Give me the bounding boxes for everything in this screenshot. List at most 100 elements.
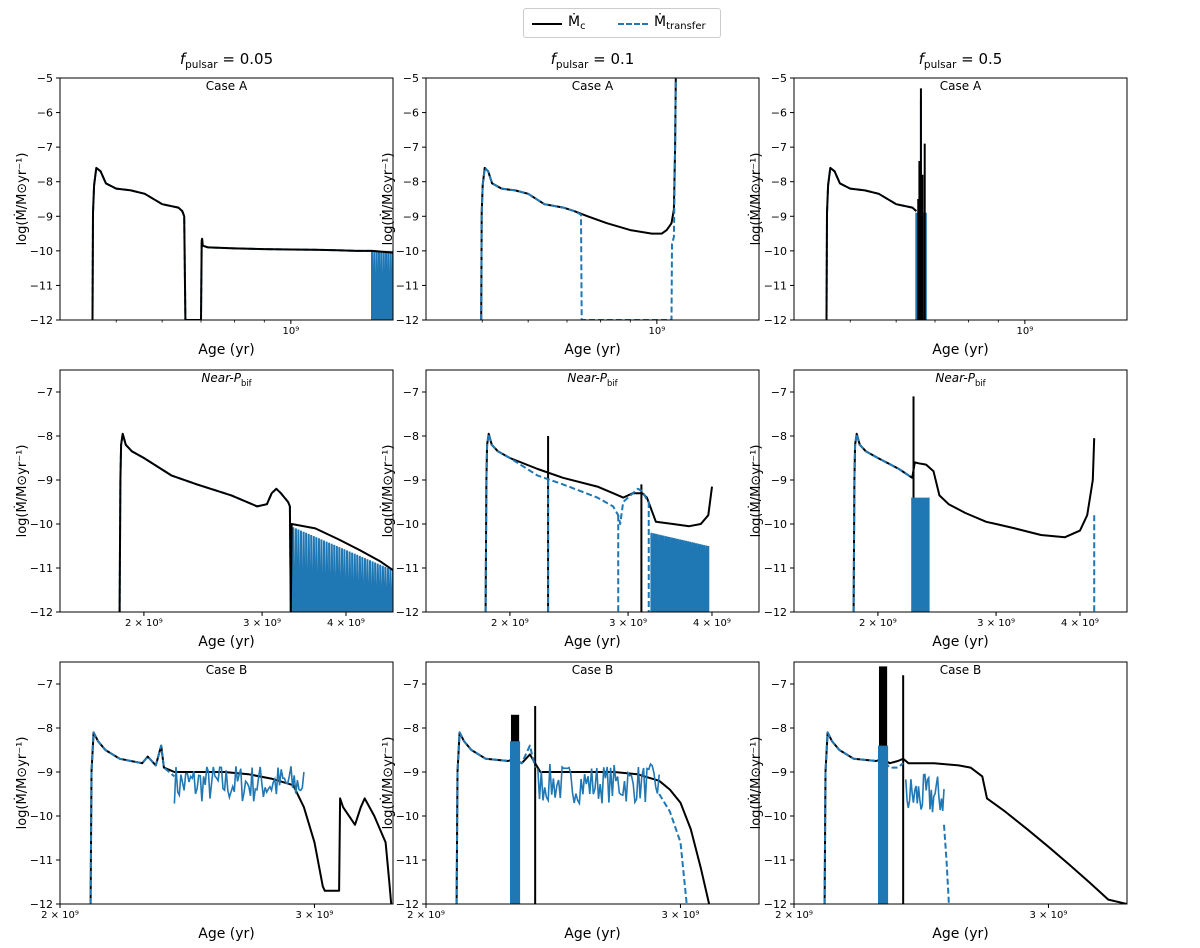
series-mdot-transfer-noise: [905, 773, 945, 813]
series-mdot-c-line: [91, 166, 393, 320]
y-tick-label: −10: [764, 518, 787, 531]
y-axis-label: log(Ṁ/M⊙yr⁻¹): [14, 737, 30, 830]
axes-frame: [793, 77, 1128, 321]
series-mdot-c-line: [825, 166, 917, 320]
y-tick-label: −12: [30, 898, 53, 911]
x-axis-label: Age (yr): [564, 342, 621, 358]
series-mdot-c-line: [852, 432, 1096, 612]
y-tick-label: −6: [403, 107, 419, 120]
series-mdot-transfer-oscillation: [289, 526, 393, 612]
y-tick-label: −5: [771, 72, 787, 85]
panel-r1-c0: −12 −11 −10 −9 −8 −7 2 × 10⁹ 3 × 10⁹ 4 × 10⁹ Near…: [14, 369, 394, 650]
x-tick-label: 3 × 10⁹: [296, 910, 334, 921]
panel-r0-c0: −12 −11 −10 −9 −8 −7 −6 −5 10⁹ Case A Age (yr) log(…: [14, 72, 394, 358]
x-axis-label: Age (yr): [198, 342, 255, 358]
x-axis-label: Age (yr): [932, 926, 989, 942]
y-tick-label: −11: [764, 562, 787, 575]
panel-title: Case A: [940, 79, 982, 93]
legend: Ṁc Ṁtransfer: [523, 8, 721, 38]
y-tick-label: −7: [771, 678, 787, 691]
y-tick-label: −9: [771, 766, 787, 779]
y-tick-label: −5: [403, 72, 419, 85]
y-tick-label: −12: [764, 898, 787, 911]
series-mdot-transfer-noise: [173, 766, 305, 804]
series-mdot-transfer-oscillation: [911, 497, 930, 612]
y-tick-label: −10: [30, 518, 53, 531]
x-axis-label: Age (yr): [198, 634, 255, 650]
y-tick-label: −9: [403, 474, 419, 487]
y-tick-label: −10: [30, 810, 53, 823]
axes-frame: [793, 369, 1128, 613]
x-tick-label: 2 × 10⁹: [491, 618, 529, 629]
y-tick-label: −9: [37, 766, 53, 779]
axes-frame: [59, 77, 394, 321]
y-tick-label: −6: [37, 107, 53, 120]
series-mdot-c-line: [480, 78, 677, 320]
panel-r0-c1: −12 −11 −10 −9 −8 −7 −6 −5 10⁹ Case A Age (yr) log(…: [380, 72, 760, 358]
plot-area: [118, 432, 393, 612]
y-tick-label: −8: [37, 176, 53, 189]
x-tick-label: 2 × 10⁹: [125, 618, 163, 629]
y-tick-label: −8: [403, 176, 419, 189]
x-tick-label: 10⁹: [648, 326, 665, 337]
y-tick-label: −8: [771, 722, 787, 735]
series-mdot-transfer-line: [480, 78, 677, 320]
series-mdot-transfer-line: [825, 166, 917, 320]
y-tick-label: −7: [771, 386, 787, 399]
y-tick-label: −11: [764, 279, 787, 292]
y-tick-label: −8: [403, 722, 419, 735]
series-mdot-transfer-noise: [537, 762, 660, 807]
y-tick-label: −11: [396, 854, 419, 867]
series-mdot-transfer-tail: [658, 793, 688, 904]
series-mdot-transfer-line: [455, 731, 537, 904]
x-tick-label: 2 × 10⁹: [775, 910, 813, 921]
x-axis-label: Age (yr): [564, 926, 621, 942]
series-mdot-c-line: [118, 432, 393, 612]
plot-area: [455, 706, 711, 904]
y-tick-label: −7: [37, 386, 53, 399]
y-axis-label: log(Ṁ/M⊙yr⁻¹): [748, 153, 764, 246]
x-axis-label: Age (yr): [932, 634, 989, 650]
x-tick-label: 2 × 10⁹: [859, 618, 897, 629]
y-tick-label: −9: [37, 210, 53, 223]
y-tick-label: −10: [396, 518, 419, 531]
series-mdot-transfer-tail: [943, 824, 950, 904]
y-axis-label: log(Ṁ/M⊙yr⁻¹): [748, 445, 764, 538]
x-tick-label: 4 × 10⁹: [693, 618, 731, 629]
y-axis-label: log(Ṁ/M⊙yr⁻¹): [14, 153, 30, 246]
panel-r1-c1: −12 −11 −10 −9 −8 −7 2 × 10⁹ 3 × 10⁹ 4 × 10⁹ Near…: [380, 369, 760, 650]
y-tick-label: −12: [30, 606, 53, 619]
y-tick-label: −9: [771, 474, 787, 487]
panel-title: Case A: [206, 79, 248, 93]
y-tick-label: −11: [764, 854, 787, 867]
y-tick-label: −12: [396, 606, 419, 619]
panel-r0-c2: −12 −11 −10 −9 −8 −7 −6 −5 10⁹ Case A Age (yr) log(…: [748, 72, 1128, 358]
x-tick-label: 2 × 10⁹: [41, 910, 79, 921]
y-tick-label: −7: [403, 678, 419, 691]
legend-line-mdot-c: [532, 23, 562, 25]
x-tick-label: 2 × 10⁹: [407, 910, 445, 921]
y-tick-label: −12: [764, 606, 787, 619]
panel-title: Case B: [206, 663, 247, 677]
x-axis-label: Age (yr): [932, 342, 989, 358]
axes-frame: [425, 77, 760, 321]
axes-frame: [59, 661, 394, 905]
series-mdot-transfer-line: [118, 432, 292, 612]
plot-area: [480, 78, 677, 320]
y-tick-label: −11: [396, 279, 419, 292]
x-tick-label: 3 × 10⁹: [977, 618, 1015, 629]
legend-label-mdot-c: Ṁc: [568, 14, 586, 32]
series-mdot-c-line: [89, 731, 393, 904]
y-tick-label: −10: [764, 245, 787, 258]
y-axis-label: log(Ṁ/M⊙yr⁻¹): [380, 153, 396, 246]
panel-title: Case B: [572, 663, 613, 677]
y-tick-label: −10: [396, 810, 419, 823]
plot-area: [89, 731, 393, 904]
axes-frame: [59, 369, 394, 613]
y-tick-label: −10: [30, 245, 53, 258]
x-tick-label: 3 × 10⁹: [243, 618, 281, 629]
series-mdot-c-line: [823, 731, 1127, 904]
series-mdot-transfer-oscillation: [650, 532, 710, 612]
y-axis-label: log(Ṁ/M⊙yr⁻¹): [380, 737, 396, 830]
y-tick-label: −8: [37, 722, 53, 735]
